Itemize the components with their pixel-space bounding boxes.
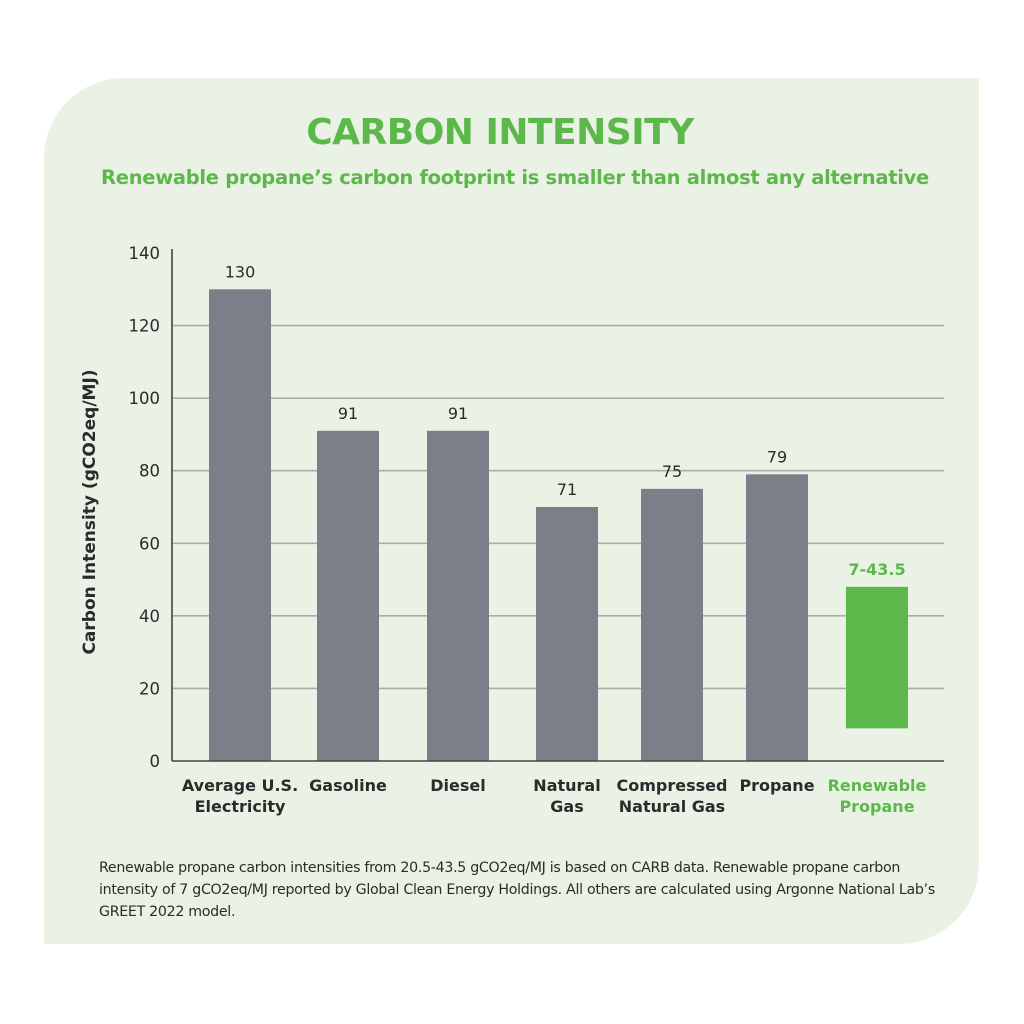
bar-value-label: 71: [557, 480, 577, 499]
bar-value-label: 7-43.5: [848, 560, 905, 579]
bar-value-label: 91: [338, 404, 358, 423]
y-tick-label: 40: [139, 607, 160, 626]
category-label: Electricity: [195, 797, 286, 816]
y-tick-label: 140: [129, 244, 161, 263]
bar: [209, 289, 271, 761]
bar-value-label: 75: [662, 462, 682, 481]
chart-subtitle: Renewable propane’s carbon footprint is …: [101, 166, 929, 189]
category-label: Renewable: [828, 776, 927, 795]
category-label: Gasoline: [309, 776, 387, 795]
y-tick-label: 120: [129, 317, 161, 336]
bar: [317, 430, 379, 761]
category-label: Propane: [739, 776, 814, 795]
chart-title: CARBON INTENSITY: [306, 112, 694, 153]
bar-value-label: 79: [767, 447, 787, 466]
bar: [846, 586, 908, 729]
bar: [536, 507, 598, 761]
chart-card: [44, 78, 979, 944]
category-label: Diesel: [430, 776, 485, 795]
bar: [746, 474, 808, 761]
bar: [427, 430, 489, 761]
y-tick-label: 100: [129, 389, 161, 408]
category-label: Natural: [533, 776, 600, 795]
y-tick-label: 0: [150, 752, 161, 771]
category-label: Natural Gas: [619, 797, 725, 816]
y-tick-label: 60: [139, 534, 160, 553]
category-label: Gas: [550, 797, 583, 816]
category-label: Propane: [839, 797, 914, 816]
bar-value-label: 91: [448, 404, 468, 423]
category-label: Compressed: [617, 776, 728, 795]
y-tick-label: 80: [139, 462, 160, 481]
bar: [641, 488, 703, 761]
y-tick-label: 20: [139, 679, 160, 698]
bar-value-label: 130: [225, 262, 256, 281]
footnote: Renewable propane carbon intensities fro…: [99, 860, 935, 920]
category-label: Average U.S.: [182, 776, 298, 795]
